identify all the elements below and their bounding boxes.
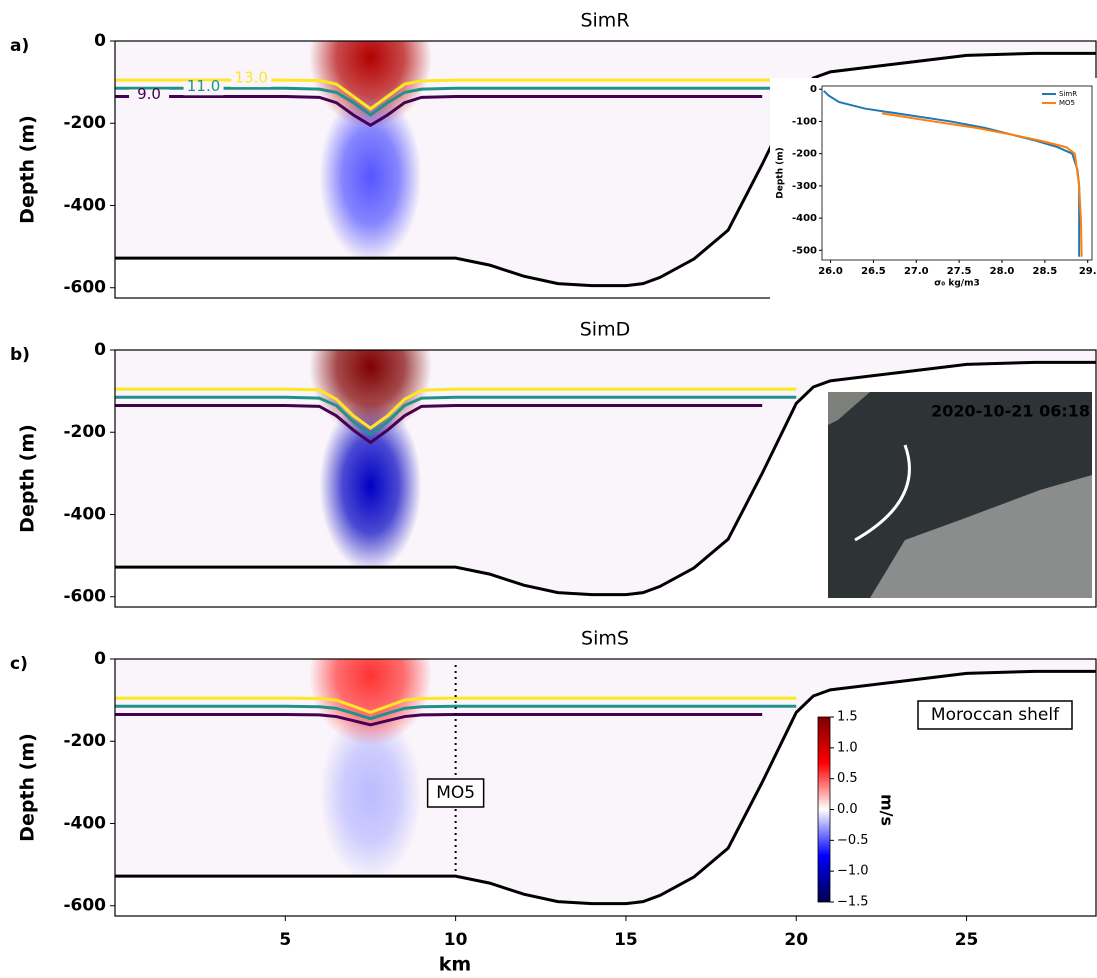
- isotherm: [115, 86, 797, 117]
- axes-frame: [114, 658, 1097, 917]
- velocity-surface: [309, 659, 432, 746]
- panel: 0 -200 -400 -600 Depth (m) SimS c) 5 10 15 20 25 km M…: [10, 628, 1097, 976]
- annotation-box: [426, 778, 485, 808]
- isotherm: [115, 395, 797, 437]
- y-tick-label: -400: [63, 195, 106, 215]
- x-tick-label: 10: [444, 930, 468, 950]
- inset-y-tick-label: -200: [792, 149, 817, 160]
- annotation: Moroccan shelf: [931, 705, 1060, 725]
- contour-label: 9.0: [137, 85, 161, 103]
- y-tick-label: 0: [94, 31, 106, 51]
- inset-line: [881, 112, 1083, 257]
- panel: 13.0 11.0 9.0 0 -200 -400 -600 Depth (m) SimR a) 2…: [10, 10, 1097, 304]
- inset-y-tick-label: -500: [792, 245, 817, 256]
- axes-frame: [114, 349, 1097, 608]
- panel-title: SimS: [581, 628, 629, 650]
- inset-x-tick-label: 26.5: [861, 266, 886, 277]
- y-tick-label: -600: [63, 896, 106, 916]
- colorbar-tick-label: −1.5: [837, 895, 869, 910]
- isotherm: [115, 404, 763, 445]
- inset-x-tick-label: 27.0: [904, 266, 929, 277]
- seabed: [115, 671, 1096, 916]
- inset-x-tick-label: 29.: [1079, 266, 1097, 277]
- y-axis-label: Depth (m): [17, 115, 39, 224]
- colorbar-tick-label: 0.5: [837, 771, 858, 786]
- inset-y-tick-label: -300: [792, 181, 817, 192]
- y-axis-label: Depth (m): [17, 424, 39, 533]
- isotherm: [115, 387, 797, 430]
- inset-x-label: σ₀ kg/m3: [934, 279, 979, 289]
- y-tick-label: -600: [63, 278, 106, 298]
- annotation: MO5: [436, 783, 475, 803]
- contour-label: 13.0: [235, 69, 268, 87]
- y-axis-label: Depth (m): [17, 733, 39, 842]
- velocity-deep: [319, 708, 422, 882]
- panel-letter: c): [10, 654, 28, 674]
- x-axis-label: km: [439, 954, 471, 976]
- inset-y-tick-label: 0: [810, 84, 817, 95]
- legend-label: SimR: [1059, 90, 1077, 98]
- colorbar-tick-label: 0.0: [837, 802, 858, 817]
- y-tick-label: -400: [63, 504, 106, 524]
- colorbar-tick-label: −0.5: [837, 833, 869, 848]
- plot-area: [115, 659, 1096, 916]
- inset-x-tick-label: 28.5: [1033, 266, 1058, 277]
- inset-y-tick-label: -100: [792, 116, 817, 127]
- y-tick-label: -200: [63, 422, 106, 442]
- velocity-deep: [319, 90, 422, 264]
- inset-y-tick-label: -400: [792, 213, 817, 224]
- y-tick-label: -200: [63, 731, 106, 751]
- x-tick-label: 25: [955, 930, 979, 950]
- inset-x-tick-label: 26.0: [818, 266, 843, 277]
- colorbar-label: m/s: [878, 794, 897, 826]
- y-tick-label: -400: [63, 813, 106, 833]
- colorbar-tick-label: 1.5: [837, 710, 858, 725]
- bathymetry-line: [115, 669, 1096, 906]
- panel-title: SimR: [580, 10, 629, 32]
- annotation-box: [917, 700, 1073, 730]
- colorbar: [817, 716, 831, 903]
- inset-frame: [821, 85, 1093, 261]
- velocity-deep: [319, 399, 422, 573]
- contour-label: 11.0: [187, 77, 220, 95]
- x-tick-label: 20: [784, 930, 808, 950]
- inset-y-label: Depth (m): [776, 147, 786, 198]
- wave-arc: [854, 444, 911, 542]
- panel: 0 -200 -400 -600 Depth (m) SimD b) 2020-10-21 0…: [10, 319, 1097, 608]
- isotherm: [115, 696, 797, 715]
- x-tick-label: 15: [614, 930, 638, 950]
- bathymetry-line: [115, 360, 1096, 597]
- inset-x-tick-label: 28.0: [990, 266, 1015, 277]
- x-tick-label: 5: [279, 930, 291, 950]
- isotherm: [115, 713, 763, 727]
- land: [828, 392, 870, 425]
- colorbar-tick-label: 1.0: [837, 740, 858, 755]
- panel-title: SimD: [580, 319, 630, 341]
- panel-letter: a): [10, 36, 29, 56]
- colorbar-tick-label: −1.0: [837, 864, 869, 879]
- y-tick-label: 0: [94, 649, 106, 669]
- land: [870, 475, 1092, 598]
- y-tick-label: -600: [63, 587, 106, 607]
- legend-label: MO5: [1059, 99, 1075, 107]
- velocity-surface: [309, 350, 432, 437]
- inset-background: [770, 78, 1097, 304]
- timestamp: 2020-10-21 06:18: [931, 402, 1090, 421]
- isotherm: [115, 704, 797, 721]
- y-tick-label: 0: [94, 340, 106, 360]
- isotherm: [115, 95, 763, 128]
- y-tick-label: -200: [63, 113, 106, 133]
- inset-x-tick-label: 27.5: [947, 266, 972, 277]
- panel-letter: b): [10, 345, 30, 365]
